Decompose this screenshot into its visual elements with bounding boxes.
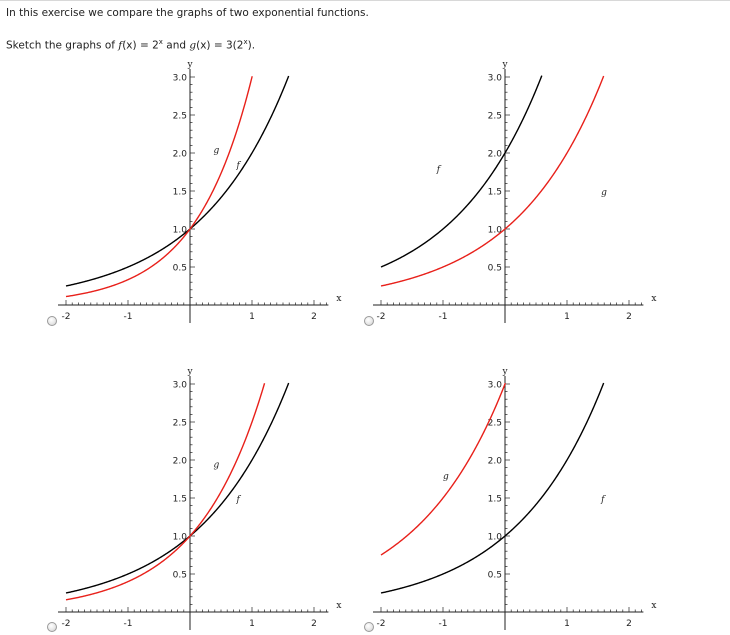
curve-label-g: g — [443, 472, 449, 482]
curve-g — [65, 76, 253, 298]
y-tick-label: 3.0 — [173, 381, 188, 391]
x-tick-label: -2 — [377, 619, 386, 629]
f-function-name: f — [118, 39, 123, 52]
y-tick-label: 1.0 — [173, 533, 188, 543]
graph-option-d: -2 -1 1 2 0.5 1.0 1.5 2.0 2.5 3.0 x y f g — [373, 367, 656, 630]
question-prompt: Sketch the graphs of f(x) = 2x and g(x) … — [6, 38, 255, 52]
y-tick-label: 1.0 — [488, 533, 503, 543]
intro-text: In this exercise we compare the graphs o… — [6, 7, 369, 19]
y-tick-label: 0.5 — [488, 571, 502, 581]
x-axis-label: x — [651, 601, 656, 611]
prompt-lead: Sketch the graphs of — [6, 39, 115, 52]
y-tick-label: 0.5 — [173, 264, 187, 274]
y-axis-label: y — [501, 60, 508, 70]
y-tick-label: 2.5 — [488, 419, 502, 429]
f-function-arg: (x) — [122, 39, 137, 52]
y-tick-label: 2.5 — [488, 112, 502, 122]
y-tick-label: 1.5 — [488, 188, 502, 198]
x-axis-label: x — [336, 601, 341, 611]
g-function-exponent: x — [243, 38, 248, 46]
curve-label-g: g — [601, 188, 607, 198]
y-tick-label: 1.5 — [173, 495, 187, 505]
x-tick-label: 1 — [249, 312, 255, 322]
graph-option-a: -2 -1 1 2 0.5 1.0 1.5 2.0 2.5 3.0 x y f g — [58, 60, 341, 323]
radio-option-d[interactable] — [364, 622, 374, 632]
curve-f — [380, 382, 605, 594]
curve-g — [380, 75, 605, 287]
y-tick-label: 2.0 — [488, 457, 503, 467]
graph-option-b: -2 -1 1 2 0.5 1.0 1.5 2.0 2.5 3.0 x y f g — [373, 60, 656, 323]
f-function-exponent: x — [158, 38, 163, 46]
y-axis-label: y — [186, 367, 193, 377]
y-tick-label: 1.0 — [488, 226, 503, 236]
y-tick-label: 1.5 — [488, 495, 502, 505]
curve-label-f: f — [600, 495, 606, 505]
f-function-eq: = 2 — [136, 39, 159, 52]
radio-option-a[interactable] — [47, 316, 57, 326]
top-divider — [0, 0, 730, 1]
x-tick-label: 1 — [564, 312, 570, 322]
x-tick-label: -1 — [439, 619, 448, 629]
curve-label-f: f — [236, 495, 242, 505]
prompt-conjunction: and — [162, 39, 190, 52]
curve-g — [380, 382, 506, 556]
y-tick-label: 1.0 — [173, 226, 188, 236]
x-tick-label: -2 — [62, 312, 71, 322]
x-axis-label: x — [651, 294, 656, 304]
curve-f — [380, 75, 543, 268]
x-tick-label: -2 — [62, 619, 71, 629]
y-tick-label: 3.0 — [488, 381, 503, 391]
curve-g — [65, 383, 266, 601]
y-tick-label: 2.0 — [173, 150, 188, 160]
y-tick-label: 3.0 — [173, 74, 188, 84]
x-tick-label: 1 — [249, 619, 255, 629]
x-tick-label: 2 — [311, 619, 317, 629]
y-tick-label: 1.5 — [173, 188, 187, 198]
y-tick-label: 2.0 — [488, 150, 503, 160]
curve-label-g: g — [214, 461, 220, 471]
x-tick-label: -1 — [439, 312, 448, 322]
x-tick-label: -1 — [124, 619, 133, 629]
g-function-arg: (x) — [196, 39, 211, 52]
y-tick-label: 3.0 — [488, 74, 503, 84]
x-axis-label: x — [336, 294, 341, 304]
y-tick-label: 2.5 — [173, 419, 187, 429]
x-tick-label: 2 — [626, 619, 632, 629]
radio-option-b[interactable] — [364, 316, 374, 326]
curve-label-g: g — [214, 146, 220, 156]
curve-label-f: f — [436, 165, 442, 175]
g-function-close: ). — [247, 39, 256, 52]
radio-option-c[interactable] — [47, 622, 57, 632]
y-axis-label: y — [186, 60, 193, 70]
x-tick-label: 2 — [311, 312, 317, 322]
x-tick-label: -1 — [124, 312, 133, 322]
g-function-name: g — [189, 39, 197, 52]
y-tick-label: 2.5 — [173, 112, 187, 122]
curve-f — [65, 382, 290, 594]
g-function-eq: = 3(2 — [210, 39, 244, 52]
x-tick-label: -2 — [377, 312, 386, 322]
x-tick-label: 1 — [564, 619, 570, 629]
curve-label-f: f — [236, 161, 242, 171]
y-axis-label: y — [501, 367, 508, 377]
y-tick-label: 2.0 — [173, 457, 188, 467]
y-tick-label: 0.5 — [173, 571, 187, 581]
x-tick-label: 2 — [626, 312, 632, 322]
y-tick-label: 0.5 — [488, 264, 502, 274]
curve-f — [65, 75, 290, 287]
graph-option-c: -2 -1 1 2 0.5 1.0 1.5 2.0 2.5 3.0 x y f g — [58, 367, 341, 630]
